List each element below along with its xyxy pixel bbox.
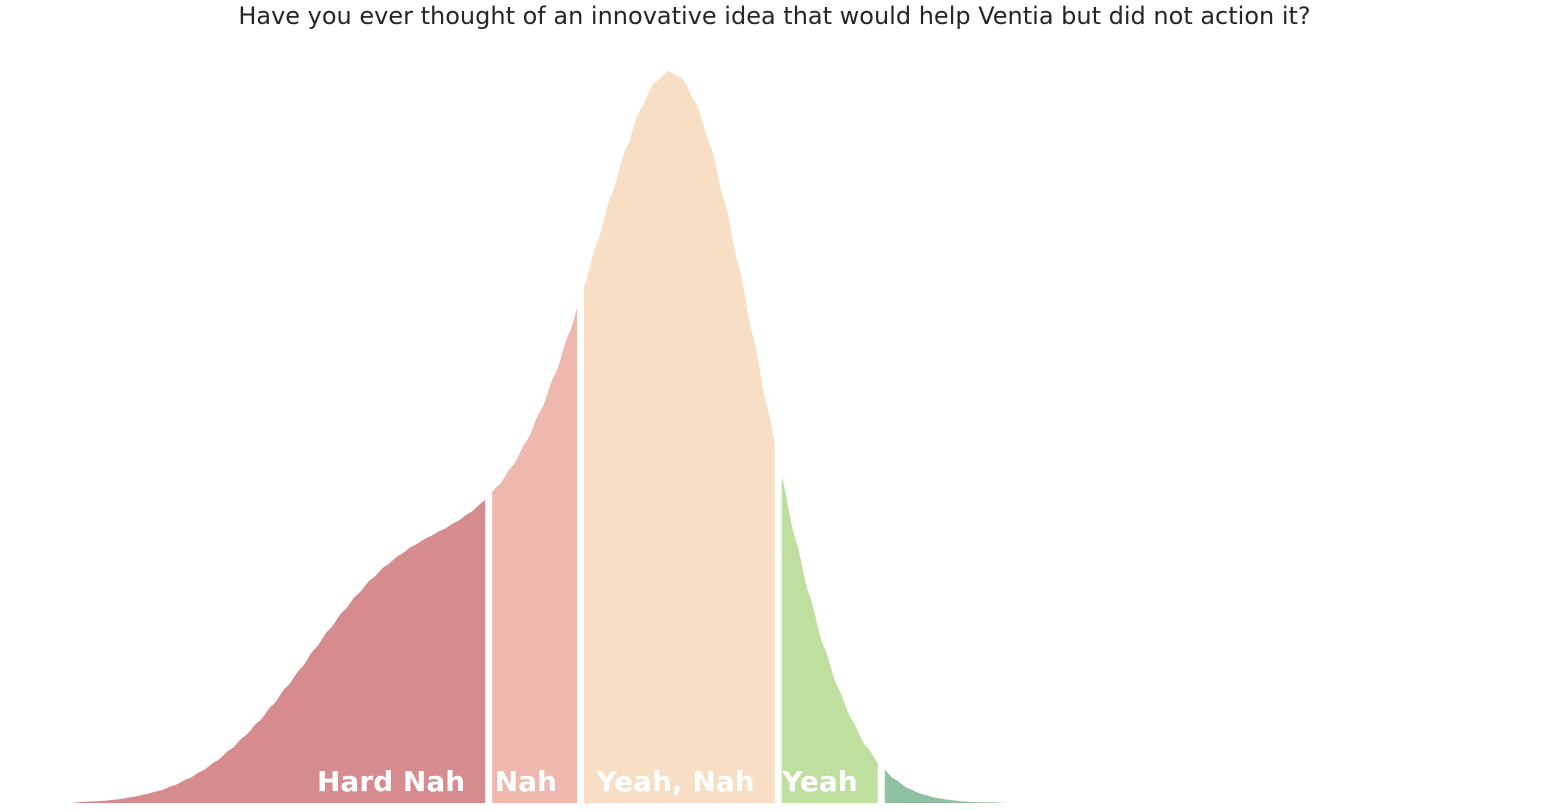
- label-yeah-nah: Yeah, Nah: [596, 765, 755, 798]
- segment-yeah-nah: [584, 71, 775, 803]
- label-hard-yeah: Hard Yeah: [937, 765, 1098, 798]
- segment-hard-nah: [75, 500, 486, 803]
- segment-hard-yeah: [884, 769, 1487, 803]
- label-yeah: Yeah: [781, 765, 858, 798]
- label-nah: Nah: [495, 765, 557, 798]
- segments-group: [75, 71, 1487, 803]
- chart-title: Have you ever thought of an innovative i…: [238, 2, 1311, 30]
- segment-yeah: [781, 476, 878, 803]
- label-hard-nah: Hard Nah: [317, 765, 465, 798]
- labels-group: Hard Nah Nah Yeah, Nah Yeah Hard Yeah: [317, 765, 1098, 798]
- segment-nah: [492, 307, 577, 803]
